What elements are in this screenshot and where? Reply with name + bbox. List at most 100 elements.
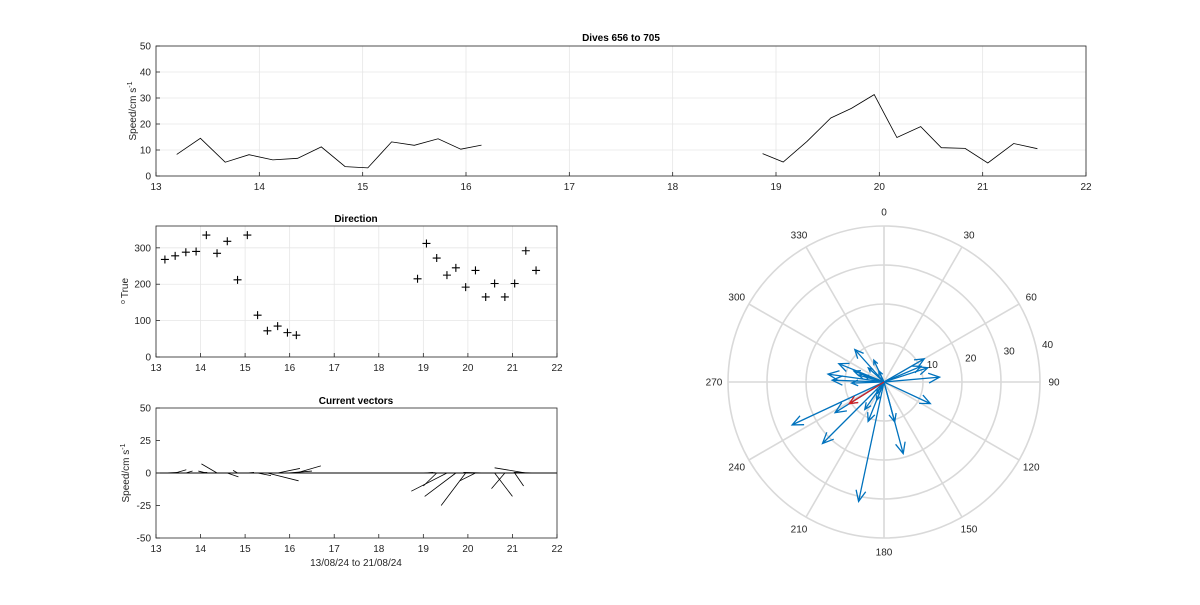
current-stick <box>185 470 193 474</box>
y-tick-label: -25 <box>137 501 152 512</box>
compass-arrow <box>855 381 885 503</box>
angle-label: 60 <box>1026 293 1038 304</box>
x-tick-label: 14 <box>254 182 266 193</box>
polar-labels: 0 30 60 90 120 150 180 210 240 270 300 330 10 20 30 40 <box>706 208 1060 559</box>
x-tick-label: 16 <box>284 363 296 374</box>
x-tick-label: 21 <box>507 363 519 374</box>
compass-arrows <box>790 348 942 503</box>
x-tick-label: 13 <box>150 544 162 555</box>
angle-label: 330 <box>791 230 808 241</box>
current-stick <box>494 472 513 497</box>
compass-plot: 0 30 60 90 120 150 180 210 240 270 300 330 10 20 30 40 <box>706 208 1060 559</box>
current-stick <box>175 469 187 474</box>
chart-title: Dives 656 to 705 <box>582 33 660 44</box>
y-tick-label: 30 <box>140 94 152 105</box>
y-tick-label: 40 <box>140 68 152 79</box>
chart-title: Current vectors <box>319 396 394 407</box>
direction-marker <box>233 275 242 284</box>
direction-marker <box>413 274 422 283</box>
data-lines <box>176 94 1038 169</box>
direction-marker <box>292 331 301 340</box>
y-tick-label: 25 <box>140 436 152 447</box>
x-tick-label: 18 <box>373 544 385 555</box>
direction-marker <box>490 279 499 288</box>
compass-arrow <box>878 369 885 383</box>
current-stick <box>514 472 524 487</box>
tick-labels: 13 14 15 16 17 18 19 20 21 22 0 10 20 30 40 50 <box>140 42 1092 194</box>
angle-label: 0 <box>881 208 887 219</box>
direction-marker <box>521 246 530 255</box>
direction-marker <box>471 266 480 275</box>
compass-arrow <box>883 357 926 383</box>
radial-label: 10 <box>927 360 939 371</box>
polar-ring <box>766 264 1002 500</box>
y-axis-label-main: True <box>120 278 131 299</box>
radial-label: 30 <box>1004 347 1016 358</box>
y-tick-label: 100 <box>134 316 151 327</box>
x-tick-label: 19 <box>770 182 782 193</box>
angle-label: 270 <box>706 378 723 389</box>
current-stick <box>277 468 300 474</box>
x-tick-label: 18 <box>373 363 385 374</box>
x-tick-label: 20 <box>462 363 474 374</box>
y-tick-label: 50 <box>140 42 152 53</box>
x-tick-label: 14 <box>195 363 207 374</box>
x-tick-label: 21 <box>507 544 519 555</box>
compass-arrow <box>875 381 885 402</box>
direction-marker <box>442 271 451 280</box>
compass-arrow <box>883 381 897 424</box>
y-axis-label-main: Speed/cm s <box>128 88 139 141</box>
x-axis-label: 13/08/24 to 21/08/24 <box>310 558 402 569</box>
direction-marker <box>432 254 441 263</box>
y-axis-label: Speed/cm s-1 <box>120 443 132 502</box>
x-tick-label: 13 <box>150 363 162 374</box>
x-tick-label: 22 <box>551 544 563 555</box>
direction-marker <box>532 266 541 275</box>
angle-label: 120 <box>1023 463 1040 474</box>
x-tick-label: 22 <box>1080 182 1092 193</box>
angle-label: 300 <box>728 293 745 304</box>
speed-series-line <box>176 137 482 169</box>
radial-label: 20 <box>965 353 977 364</box>
current-sticks <box>156 463 557 506</box>
y-tick-label: 0 <box>145 469 151 480</box>
x-tick-label: 20 <box>462 544 474 555</box>
compass-arrow <box>863 381 885 411</box>
x-tick-label: 16 <box>460 182 472 193</box>
x-tick-label: 16 <box>284 544 296 555</box>
direction-marker <box>283 328 292 337</box>
current-stick <box>411 472 448 492</box>
direction-marker <box>422 239 431 248</box>
x-tick-label: 17 <box>329 544 341 555</box>
x-tick-label: 15 <box>240 363 252 374</box>
x-tick-label: 21 <box>977 182 989 193</box>
current-stick <box>459 472 476 482</box>
axes-box <box>155 45 1087 177</box>
x-tick-label: 19 <box>418 544 430 555</box>
angle-label: 150 <box>961 525 978 536</box>
y-tick-label: 0 <box>145 172 151 183</box>
y-axis-label-main: Speed/cm s <box>121 450 132 503</box>
current-stick <box>513 471 537 474</box>
polar-ring <box>805 303 963 461</box>
y-axis-label-exponent: -1 <box>120 443 127 449</box>
x-tick-label: 22 <box>551 363 563 374</box>
plot-area <box>156 226 557 357</box>
compass-arrow <box>826 370 885 383</box>
direction-marker <box>202 231 211 240</box>
x-tick-label: 15 <box>357 182 369 193</box>
compass-arrow <box>853 348 885 383</box>
compass-arrow <box>883 372 942 384</box>
x-tick-label: 19 <box>418 363 430 374</box>
current-stick <box>463 471 486 474</box>
x-tick-label: 15 <box>240 544 252 555</box>
y-tick-label: 300 <box>134 243 151 254</box>
y-axis-label: Speed/cm s-1 <box>127 81 139 140</box>
plot-area <box>156 46 1086 176</box>
current-vectors-plot: 13 14 15 16 17 18 19 20 21 22 -50 -25 0 25 50 Current … <box>120 396 563 569</box>
direction-marker <box>273 322 282 331</box>
angle-label: 240 <box>728 463 745 474</box>
current-stick <box>267 472 299 482</box>
y-tick-label: 200 <box>134 280 151 291</box>
